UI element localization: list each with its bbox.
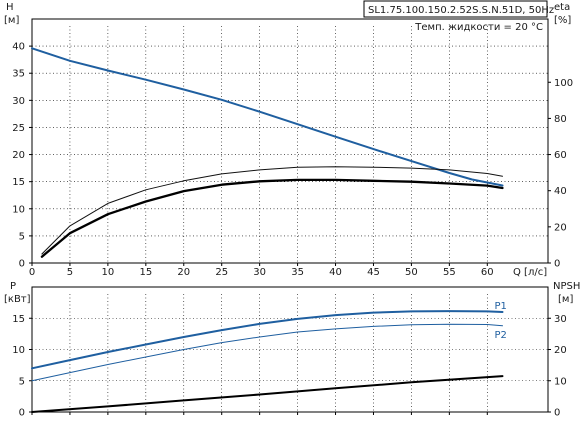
y-right-tick-label: 30 xyxy=(554,314,567,325)
p-axis-label: P xyxy=(10,281,16,292)
y-left-tick-label: 35 xyxy=(12,69,25,80)
header-model-box xyxy=(363,0,548,18)
h-axis-label: H xyxy=(6,2,14,13)
x-tick-label: 0 xyxy=(29,267,35,278)
x-tick-label: 5 xyxy=(67,267,73,278)
y-right-tick-label: 20 xyxy=(554,345,567,356)
x-tick-label: 20 xyxy=(177,267,190,278)
y-left-tick-label: 0 xyxy=(19,408,25,419)
head-curve xyxy=(31,47,504,187)
x-tick-label: 35 xyxy=(291,267,304,278)
x-tick-label: 40 xyxy=(329,267,342,278)
y-left-tick-label: 30 xyxy=(12,96,25,107)
efficiency-thin-curve xyxy=(41,166,503,255)
y-right-tick-label: 0 xyxy=(554,408,560,419)
y-left-tick-label: 10 xyxy=(12,345,25,356)
y-right-tick-label: 0 xyxy=(554,259,560,270)
npsh-axis-label: NPSH xyxy=(553,281,580,292)
y-left-tick-label: 15 xyxy=(12,177,25,188)
efficiency-thick-curve xyxy=(40,178,504,258)
x-tick-label: 25 xyxy=(215,267,228,278)
bottom-plot-area: 0 5 10 15 0 10 20 30 P1 P2 xyxy=(12,294,567,419)
p1-series-label: P1 xyxy=(494,301,506,312)
y-right-tick-label: 60 xyxy=(554,150,567,161)
npsh-curve xyxy=(31,375,504,413)
header-model-text: SL1.75.100.150.2.52S.S.N.51D, 50Hz xyxy=(368,5,554,16)
y-left-tick-label: 5 xyxy=(19,376,25,387)
y-left-tick-label: 40 xyxy=(12,42,25,53)
x-tick-label: 50 xyxy=(405,267,418,278)
top-plot-frame xyxy=(31,18,549,264)
x-tick-label: 15 xyxy=(139,267,152,278)
header-temperature-text: Темп. жидкости = 20 °C xyxy=(414,22,543,33)
x-tick-label: 10 xyxy=(102,267,115,278)
npsh-axis-unit: [м] xyxy=(558,294,573,305)
y-right-tick-label: 80 xyxy=(554,114,567,125)
x-tick-label: 60 xyxy=(481,267,494,278)
p1-curve xyxy=(31,310,504,370)
top-plot-area: 0 5 10 15 20 25 30 35 40 45 50 55 60 0 5 10 15 20 25 30 35 40… xyxy=(12,26,573,278)
q-axis-label: Q [л/с] xyxy=(513,267,547,278)
y-left-tick-label: 5 xyxy=(19,231,25,242)
x-tick-label: 30 xyxy=(253,267,266,278)
x-tick-label: 45 xyxy=(367,267,380,278)
eta-axis-label: eta xyxy=(554,2,570,13)
y-left-tick-label: 25 xyxy=(12,123,25,134)
p-axis-unit: [кВт] xyxy=(4,294,31,305)
x-tick-label: 55 xyxy=(443,267,456,278)
p2-series-label: P2 xyxy=(494,330,506,341)
y-right-tick-label: 100 xyxy=(554,78,573,89)
y-left-tick-label: 20 xyxy=(12,150,25,161)
y-right-tick-label: 20 xyxy=(554,222,567,233)
p2-curve xyxy=(31,323,503,382)
y-left-tick-label: 15 xyxy=(12,314,25,325)
y-right-tick-label: 10 xyxy=(554,376,567,387)
y-left-tick-label: 10 xyxy=(12,204,25,215)
h-axis-unit: [м] xyxy=(4,15,19,26)
eta-axis-unit: [%] xyxy=(554,15,571,26)
y-left-tick-label: 0 xyxy=(19,259,25,270)
y-right-tick-label: 40 xyxy=(554,186,567,197)
